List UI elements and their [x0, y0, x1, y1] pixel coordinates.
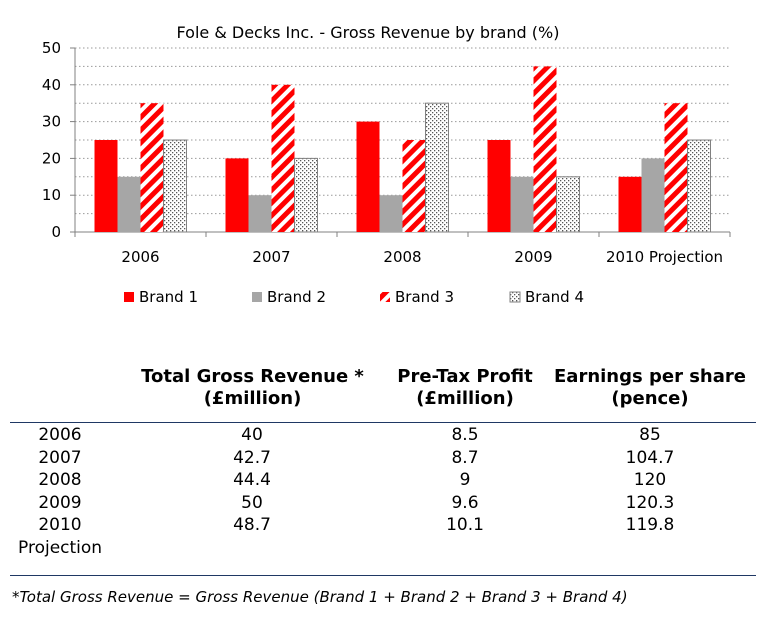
header-line1: Total Gross Revenue *	[141, 366, 364, 387]
bar-brand-3-2006	[140, 103, 164, 232]
chart-title: Fole & Decks Inc. - Gross Revenue by bra…	[177, 23, 560, 42]
y-tick-label: 20	[42, 149, 61, 167]
bar-brand-1-2010-projection	[618, 176, 642, 232]
bar-brand-1-2006	[94, 140, 118, 232]
bar-brand-3-2008	[402, 140, 426, 232]
table-cell: 8.7	[451, 447, 479, 468]
legend-label: Brand 2	[267, 288, 326, 306]
bar-brand-3-2009	[533, 66, 557, 233]
header-line2: (£million)	[203, 388, 302, 409]
legend-swatch	[124, 292, 134, 302]
header-line2: (pence)	[611, 388, 689, 409]
footer-rule	[10, 575, 756, 576]
row-year-label: 2008	[38, 470, 82, 490]
row-year-label: 2007	[38, 447, 82, 468]
table-cell: 119.8	[625, 515, 675, 535]
header-line2: (£million)	[416, 388, 514, 409]
bar-brand-4-2006	[163, 139, 187, 233]
table-cell: 42.7	[233, 447, 271, 468]
bar-brand-1-2007	[225, 158, 249, 232]
header-rule	[10, 422, 756, 423]
header-earnings-per-share: Earnings per share (pence)	[545, 366, 755, 410]
bar-brand-2-2006	[117, 176, 141, 232]
table-cell: 104.7	[625, 447, 675, 468]
y-tick-labels: 0 10 20 30 40 50	[42, 39, 61, 241]
bar-chart: Fole & Decks Inc. - Gross Revenue by bra…	[42, 23, 731, 306]
y-tick-label: 50	[42, 39, 61, 57]
header-pre-tax-profit: Pre-Tax Profit (£million)	[385, 366, 545, 410]
row-year-label: 2010	[38, 515, 82, 535]
x-tick-label: 2006	[121, 248, 159, 266]
table-cell: 44.4	[233, 470, 271, 490]
legend-label: Brand 1	[139, 288, 198, 306]
table-cell: 120	[633, 470, 667, 490]
footnote: *Total Gross Revenue = Gross Revenue (Br…	[12, 588, 628, 606]
bar-brand-2-2009	[510, 176, 534, 232]
bar-brand-3-2010-projection	[664, 103, 688, 232]
table-cell: 50	[241, 492, 263, 513]
table-cell: 120.3	[625, 492, 675, 513]
bar-brand-4-2008	[425, 102, 449, 233]
x-tick-label: 2008	[383, 248, 421, 266]
x-tick-label: 2007	[252, 248, 290, 266]
header-total-gross-revenue: Total Gross Revenue * (£million)	[125, 366, 380, 410]
legend-swatch	[252, 292, 262, 302]
header-line1: Pre-Tax Profit	[397, 366, 533, 387]
bars	[94, 66, 711, 233]
x-tick-label: 2009	[514, 248, 552, 266]
table-cell: 85	[639, 425, 661, 445]
header-line1: Earnings per share	[554, 366, 746, 387]
y-tick-label: 0	[51, 223, 61, 241]
table-cell: 48.7	[233, 515, 271, 535]
legend-swatch	[380, 292, 390, 302]
table-cell: 9.6	[451, 492, 479, 513]
legend-swatch	[509, 291, 521, 303]
row-year-label: 2006	[38, 425, 82, 445]
y-tick-label: 40	[42, 76, 61, 94]
x-tick-labels: 2006 2007 2008 2009 2010 Projection	[121, 248, 723, 266]
table-cell: 10.1	[446, 515, 484, 535]
table-cell: 9	[459, 470, 471, 490]
legend-label: Brand 4	[525, 288, 584, 306]
bar-brand-2-2010-projection	[641, 158, 665, 232]
row-year-sublabel: Projection	[18, 537, 103, 558]
bar-brand-4-2007	[294, 157, 318, 233]
bar-brand-1-2008	[356, 121, 380, 232]
table-cell: 8.5	[451, 425, 479, 445]
bar-brand-3-2007	[271, 84, 295, 232]
bar-brand-2-2008	[379, 195, 403, 232]
table-cell: 40	[241, 425, 263, 445]
y-tick-label: 10	[42, 186, 61, 204]
bar-brand-2-2007	[248, 195, 272, 232]
x-tick-label: 2010 Projection	[606, 248, 723, 266]
legend-label: Brand 3	[395, 288, 454, 306]
row-year-label: 2009	[38, 492, 82, 513]
bar-brand-4-2009	[556, 176, 580, 233]
bar-brand-1-2009	[487, 140, 511, 232]
bar-brand-4-2010-projection	[687, 139, 711, 233]
y-tick-label: 30	[42, 113, 61, 131]
legend: Brand 1 Brand 2 Brand 3 Brand 4	[124, 288, 584, 306]
